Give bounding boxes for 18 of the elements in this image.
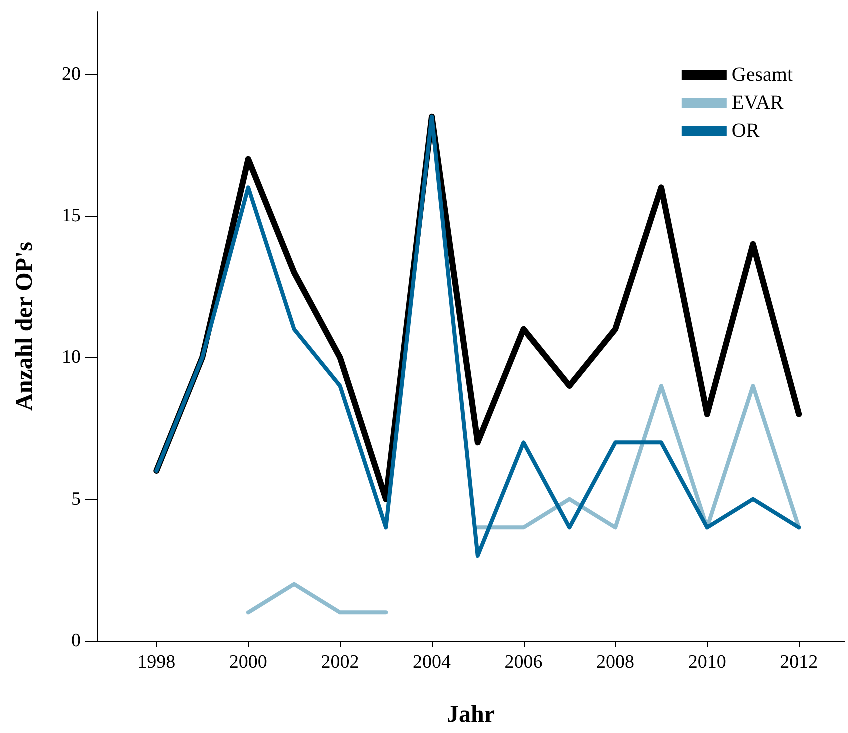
y-tick-label: 20 [62,64,81,85]
x-axis-title: Jahr [447,702,496,728]
y-tick-label: 10 [62,347,81,368]
legend-label: EVAR [732,92,784,114]
y-tick-label: 5 [72,488,81,510]
legend-label: OR [732,120,760,142]
y-axis-title: Anzahl der OP's [12,242,38,411]
y-tick-label: 0 [72,630,81,652]
x-tick-label: 2010 [688,652,726,673]
x-tick-label: 2012 [780,652,818,673]
x-tick-label: 2004 [412,652,452,673]
x-tick-label: 2000 [229,652,268,673]
x-tick-label: 2008 [596,652,635,673]
x-tick-label: 2002 [321,652,360,673]
x-tick-label: 2006 [504,652,543,673]
x-tick-label: 1998 [138,652,176,673]
legend-label: Gesamt [732,64,794,86]
y-tick-label: 15 [62,206,81,226]
